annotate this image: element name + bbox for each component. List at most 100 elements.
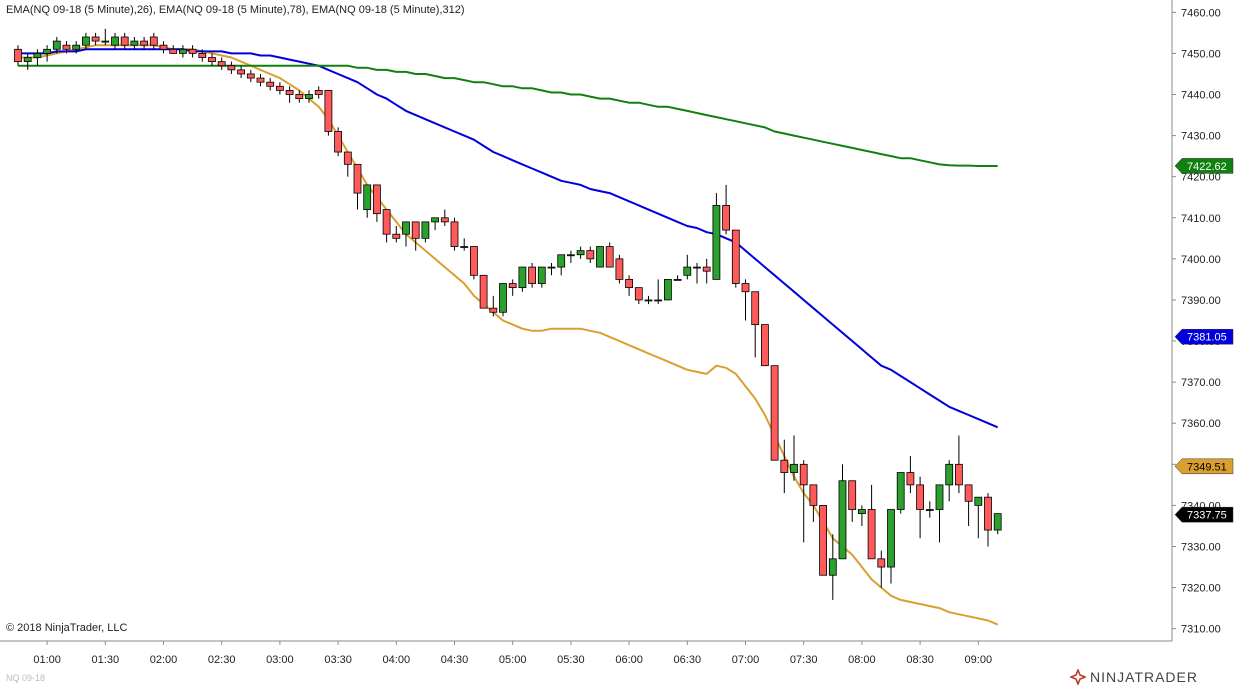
candle-body <box>935 484 944 510</box>
axes: 7310.007320.007330.007340.007350.007360.… <box>0 0 1221 666</box>
x-tick-label: 03:00 <box>266 654 294 666</box>
candle-body <box>945 463 954 486</box>
y-tick-label: 7420.00 <box>1181 172 1221 184</box>
y-tick-label: 7460.00 <box>1181 7 1221 19</box>
candle-body <box>916 484 924 510</box>
candle-body <box>431 217 440 223</box>
candle-up <box>111 32 119 50</box>
x-tick-label: 03:30 <box>324 654 352 666</box>
candle-down <box>586 246 595 263</box>
candle-down <box>761 324 769 367</box>
candle-body <box>576 250 585 256</box>
candle-body <box>518 266 527 289</box>
y-tick-label: 7400.00 <box>1181 254 1221 266</box>
candle-down <box>722 184 730 235</box>
candle-body <box>52 40 61 50</box>
candle-down <box>605 242 614 268</box>
candle-down <box>799 460 808 543</box>
candle-up <box>925 501 934 518</box>
candle-body <box>858 509 866 515</box>
y-tick-label: 7340.00 <box>1181 500 1221 512</box>
candle-up <box>576 246 585 259</box>
candle-down <box>528 262 536 288</box>
candle-body <box>605 246 614 268</box>
candle-body <box>528 266 536 284</box>
candle-body <box>664 279 672 301</box>
candle-up <box>683 254 692 280</box>
candle-body <box>702 266 711 272</box>
candle-up <box>33 49 42 66</box>
candle-down <box>382 209 391 243</box>
candle-body <box>402 221 410 235</box>
candle-body <box>683 266 692 276</box>
candle-down <box>489 295 498 317</box>
candle-down <box>256 73 265 87</box>
x-tick-label: 08:30 <box>906 654 934 666</box>
candle-down <box>751 291 760 358</box>
series-line-ema78 <box>18 48 999 429</box>
candle-up <box>518 266 527 292</box>
candle-body <box>479 274 488 309</box>
candle-body <box>343 151 352 165</box>
y-tick-label: 7360.00 <box>1181 418 1221 430</box>
candle-up <box>460 238 469 251</box>
candle-down <box>440 209 449 226</box>
candle-body <box>101 40 110 43</box>
candle-down <box>237 65 246 79</box>
candle-body <box>615 258 624 280</box>
series-line-ema26 <box>18 44 999 626</box>
series-line-ema312 <box>18 64 998 167</box>
candle-body <box>828 558 837 576</box>
candle-body <box>198 53 207 58</box>
candle-up <box>945 460 954 502</box>
candle-down <box>285 86 294 103</box>
candle-up <box>993 513 1002 535</box>
candle-body <box>499 283 507 313</box>
candle-body <box>237 69 246 75</box>
candle-up <box>712 193 721 280</box>
candle-body <box>275 85 284 91</box>
x-tick-label: 05:00 <box>499 654 527 666</box>
candle-body <box>974 496 983 506</box>
candle-body <box>392 233 401 239</box>
candle-down <box>702 258 711 284</box>
candle-down <box>275 82 284 95</box>
candle-body <box>925 509 934 511</box>
candle-up <box>499 283 507 317</box>
candle-body <box>188 48 197 54</box>
x-tick-label: 01:30 <box>92 654 120 666</box>
candle-body <box>877 558 886 568</box>
candle-down <box>343 151 352 177</box>
candle-down <box>867 484 876 560</box>
candle-body <box>314 89 323 95</box>
price-marker-box <box>1174 158 1234 174</box>
candle-body <box>266 81 275 87</box>
candle-up <box>828 534 837 600</box>
brand-logo: NINJATRADER <box>1070 669 1198 685</box>
candle-body <box>169 48 178 54</box>
candle-body <box>469 246 478 276</box>
price-marker-box <box>1174 458 1234 475</box>
candle-up <box>101 28 110 46</box>
candle-body <box>867 509 876 560</box>
candle-body <box>82 36 90 46</box>
candle-body <box>140 40 149 46</box>
candle-down <box>266 78 275 91</box>
candle-down <box>731 229 740 288</box>
price-marker-box <box>1174 506 1234 523</box>
candle-body <box>693 266 701 269</box>
price-marker-label: 7381.05 <box>1187 332 1227 344</box>
plot-area <box>14 28 1002 626</box>
candle-body <box>72 44 81 50</box>
candle-body <box>887 509 895 568</box>
candle-body <box>537 266 546 284</box>
candle-body <box>62 44 71 50</box>
y-tick-label: 7440.00 <box>1181 90 1221 102</box>
candle-body <box>208 57 216 63</box>
candle-down <box>741 279 750 321</box>
candle-up <box>305 90 313 103</box>
candle-down <box>615 254 624 284</box>
candle-body <box>91 36 100 42</box>
candle-down <box>479 274 488 309</box>
